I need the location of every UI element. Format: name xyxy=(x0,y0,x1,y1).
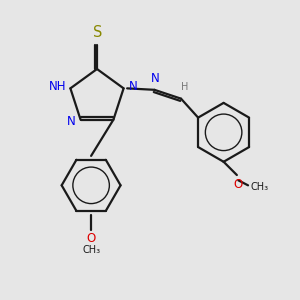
Text: O: O xyxy=(86,232,96,245)
Text: N: N xyxy=(67,115,76,128)
Text: S: S xyxy=(93,25,102,40)
Text: H: H xyxy=(181,82,188,92)
Text: CH₃: CH₃ xyxy=(82,245,100,255)
Text: O: O xyxy=(234,178,243,191)
Text: N: N xyxy=(129,80,137,93)
Text: NH: NH xyxy=(49,80,66,93)
Text: CH₃: CH₃ xyxy=(250,182,268,192)
Text: N: N xyxy=(151,71,160,85)
